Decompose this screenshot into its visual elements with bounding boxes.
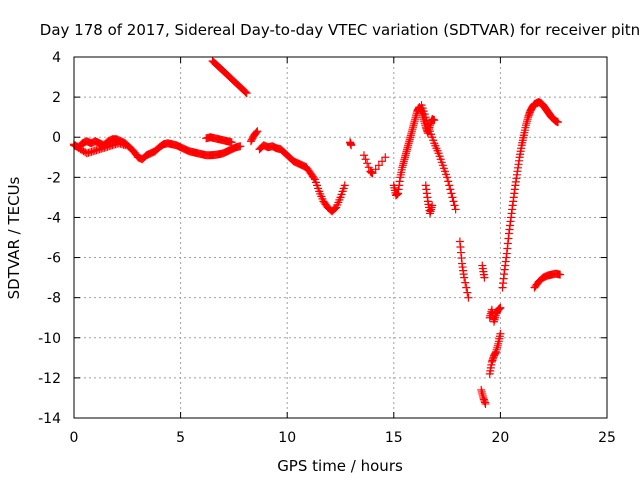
data-point: [227, 138, 236, 147]
x-tick-label: 15: [385, 430, 403, 446]
data-point: [556, 270, 565, 279]
data-point: [347, 141, 356, 150]
data-point: [496, 329, 505, 338]
data-point: [253, 127, 262, 136]
data-point: [460, 273, 469, 282]
chart-title: Day 178 of 2017, Sidereal Day-to-day VTE…: [40, 21, 640, 39]
ticks-layer: 0 5 10 15 20 25 -14 -12 -10 -8 -6 -4 -2 0 2 4: [38, 50, 616, 446]
y-tick-label: -12: [38, 371, 61, 387]
x-tick-label: 10: [278, 430, 296, 446]
y-tick-label: 2: [52, 90, 61, 106]
x-tick-label: 25: [598, 430, 616, 446]
data-point: [451, 205, 460, 214]
data-point: [496, 303, 505, 312]
data-point: [340, 181, 349, 190]
data-point: [361, 155, 370, 164]
y-tick-label: 0: [52, 130, 61, 146]
data-point: [252, 128, 261, 137]
data-point: [374, 161, 383, 170]
x-tick-label: 5: [176, 430, 185, 446]
data-point: [371, 165, 380, 174]
data-point: [447, 189, 456, 198]
x-axis-title: GPS time / hours: [277, 457, 403, 475]
data-point: [553, 118, 562, 127]
data-point: [421, 113, 430, 122]
data-point: [446, 185, 455, 194]
data-point: [236, 142, 245, 151]
data-point: [481, 399, 490, 408]
x-tick-label: 20: [491, 430, 509, 446]
data-point: [430, 116, 439, 125]
data-point: [443, 173, 452, 182]
data-point: [309, 173, 318, 182]
data-point: [450, 201, 459, 210]
data-point: [364, 163, 373, 172]
data-point: [480, 273, 489, 282]
data-point: [462, 283, 471, 292]
x-tick-label: 0: [70, 430, 79, 446]
y-tick-label: 4: [52, 50, 61, 66]
plot-frame: [73, 56, 608, 419]
data-point: [242, 89, 251, 98]
y-tick-label: -14: [38, 411, 61, 427]
data-point: [241, 88, 250, 97]
y-axis-title: SDTVAR / TECUs: [5, 176, 23, 299]
y-tick-label: -10: [38, 331, 61, 347]
data-point: [445, 181, 454, 190]
data-point: [381, 153, 390, 162]
data-point: [464, 293, 473, 302]
data-point: [448, 193, 457, 202]
data-point: [363, 159, 372, 168]
data-point: [424, 123, 433, 132]
data-point: [423, 120, 432, 129]
y-tick-label: -8: [47, 291, 61, 307]
data-point: [444, 177, 453, 186]
data-point: [463, 288, 472, 297]
data-point: [461, 278, 470, 287]
grid-layer: [74, 57, 607, 418]
data-point: [368, 169, 377, 178]
data-points-layer: [70, 57, 565, 408]
y-tick-label: -2: [47, 170, 61, 186]
data-point: [121, 141, 130, 150]
data-point: [359, 151, 368, 160]
data-point: [422, 116, 431, 125]
data-point: [251, 129, 260, 138]
data-point: [449, 197, 458, 206]
data-point: [428, 201, 437, 210]
data-point: [378, 157, 387, 166]
y-tick-label: -6: [47, 251, 61, 267]
y-tick-label: -4: [47, 210, 61, 226]
